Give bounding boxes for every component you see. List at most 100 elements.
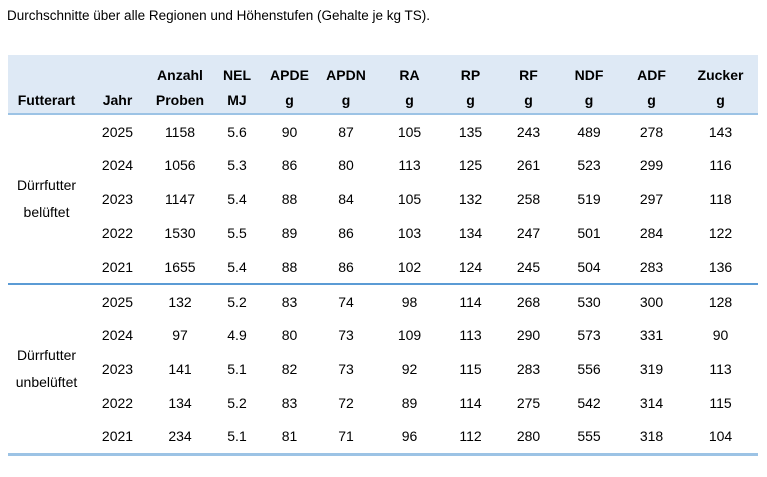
futterart-label-line: unbelüftet <box>15 373 78 390</box>
cell-rf: 280 <box>516 428 541 445</box>
cell-adf: 278 <box>639 123 664 140</box>
column-header-line2: g <box>584 92 594 108</box>
cell-apde: 90 <box>281 123 298 140</box>
cell-rf: 283 <box>516 361 541 377</box>
column-header-line2: g <box>716 92 725 108</box>
cell-jahr: 2022 <box>101 395 134 411</box>
column-header-line1: APDN <box>326 67 366 83</box>
cell-adf: 283 <box>620 250 683 285</box>
column-header-adf: ADF g <box>620 55 683 115</box>
cell-anzahl-proben: 132 <box>168 293 192 310</box>
cell-adf: 299 <box>639 157 664 173</box>
cell-apdn: 84 <box>338 191 354 207</box>
column-header-line2: Jahr <box>102 92 133 108</box>
column-header-line1 <box>8 63 85 88</box>
column-header-nel: NEL MJ <box>210 55 264 115</box>
futterart-label-line: Dürrfutter <box>16 346 77 363</box>
table-row-duerrfutter-belueftet-2025: Dürrfutter belüftet 2025 1158 5.6 90 87 105 135 2… <box>8 114 758 285</box>
cell-ra: 98 <box>401 293 418 310</box>
cell-zucker: 113 <box>709 361 732 377</box>
cell-nel: 5.1 <box>227 361 247 377</box>
cell-apde: 88 <box>264 250 315 285</box>
cell-apdn: 73 <box>338 361 354 377</box>
cell-apde: 80 <box>281 327 298 343</box>
column-header-line2: g <box>524 92 533 108</box>
column-header-futterart: Futterart <box>8 55 85 115</box>
cell-apde: 82 <box>281 361 298 377</box>
column-header-ra: RA g <box>377 55 442 115</box>
cell-apde: 89 <box>281 225 298 241</box>
cell-rp: 113 <box>459 327 482 343</box>
futterart-label-duerrfutter-unbelueftet: Dürrfutter unbelüftet <box>8 284 85 454</box>
cell-ndf: 542 <box>577 395 601 411</box>
cell-rp: 124 <box>442 250 499 285</box>
cell-rp: 132 <box>458 191 483 207</box>
column-header-zucker: Zucker g <box>683 55 758 115</box>
table-row-duerrfutter-unbelueftet-2022: 2022 134 5.2 83 72 89 114 275 542 314 115 <box>8 386 758 420</box>
cell-apdn: 86 <box>315 250 377 285</box>
cell-ra: 89 <box>401 395 418 411</box>
column-header-line2: MJ <box>227 92 247 108</box>
cell-adf: 300 <box>639 293 664 310</box>
cell-ndf: 555 <box>577 428 601 445</box>
cell-nel: 5.5 <box>227 225 247 241</box>
cell-rf: 245 <box>499 250 558 285</box>
cell-rp: 112 <box>459 428 482 445</box>
cell-ndf: 504 <box>558 250 620 285</box>
cell-rp: 114 <box>459 395 482 411</box>
cell-apdn: 80 <box>338 157 354 173</box>
cell-zucker: 143 <box>708 123 733 140</box>
cell-apdn: 71 <box>338 428 354 445</box>
cell-adf: 314 <box>639 395 664 411</box>
cell-rf: 258 <box>516 191 541 207</box>
cell-rp: 134 <box>458 225 483 241</box>
cell-nel: 5.3 <box>227 157 247 173</box>
cell-rf: 268 <box>516 293 541 310</box>
column-header-line1: ADF <box>637 67 666 83</box>
cell-adf: 318 <box>639 428 664 445</box>
cell-zucker: 115 <box>709 395 732 411</box>
cell-rf: 243 <box>516 123 541 140</box>
column-header-line2: Proben <box>155 92 205 108</box>
header-row: Futterart Jahr Anzahl Proben NEL MJ APDE… <box>8 55 758 115</box>
column-header-line1: RA <box>399 67 420 83</box>
column-header-line2: g <box>285 92 294 108</box>
futterart-label-line: Dürrfutter <box>16 177 77 193</box>
cell-anzahl-proben: 97 <box>172 327 188 343</box>
column-header-line1: NEL <box>223 67 251 83</box>
cell-apde: 88 <box>281 191 298 207</box>
table-row-duerrfutter-unbelueftet-2024: 2024 97 4.9 80 73 109 113 290 573 331 90 <box>8 318 758 352</box>
cell-rp: 135 <box>458 123 483 140</box>
cell-jahr: 2025 <box>101 123 134 140</box>
cell-nel: 5.6 <box>227 123 247 140</box>
cell-nel: 5.2 <box>227 293 247 310</box>
column-header-line1: APDE <box>270 67 309 83</box>
cell-ra: 102 <box>377 250 442 285</box>
column-header-line2: g <box>466 92 475 108</box>
cell-ra: 92 <box>401 361 418 377</box>
cell-rf: 247 <box>516 225 541 241</box>
table-row-duerrfutter-unbelueftet-2025: Dürrfutter unbelüftet 2025 132 5.2 83 74 98 114 2… <box>8 284 758 390</box>
cell-rp: 125 <box>458 157 483 173</box>
cell-nel: 5.2 <box>227 395 247 411</box>
cell-ndf: 530 <box>577 293 601 310</box>
table-row-duerrfutter-belueftet-2023: 2023 1147 5.4 88 84 105 132 258 519 297 118 <box>8 182 758 216</box>
cell-adf: 331 <box>639 327 664 343</box>
cell-apde: 83 <box>281 293 298 310</box>
cell-ndf: 523 <box>577 157 601 173</box>
cell-anzahl-proben: 1158 <box>164 123 196 140</box>
cell-rf: 290 <box>516 327 541 343</box>
table-caption: Durchschnitte über alle Regionen und Höh… <box>7 8 431 23</box>
cell-rf: 261 <box>516 157 541 173</box>
column-header-line1: Anzahl <box>157 67 203 83</box>
cell-zucker: 104 <box>708 428 733 445</box>
cell-rp: 115 <box>459 361 482 377</box>
cell-apde: 83 <box>281 395 298 411</box>
cell-anzahl-proben: 1147 <box>164 191 196 207</box>
cell-jahr: 2021 <box>101 428 134 445</box>
column-header-rf: RF g <box>499 55 558 115</box>
column-header-line2: g <box>405 92 414 108</box>
cell-apdn: 86 <box>338 225 354 241</box>
column-header-line1: RP <box>460 67 481 83</box>
